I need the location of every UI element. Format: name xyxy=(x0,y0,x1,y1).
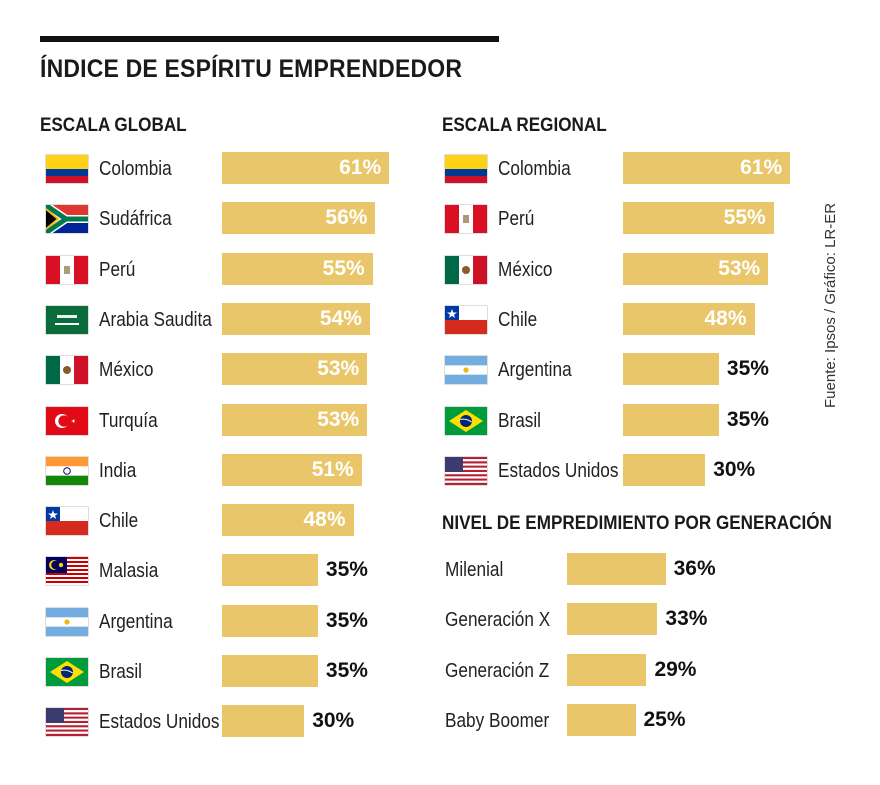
value-label: 35% xyxy=(325,608,368,632)
category-label: Baby Boomer xyxy=(445,709,550,732)
bar xyxy=(222,655,318,687)
value-label: 53% xyxy=(317,407,360,431)
value-label: 30% xyxy=(312,709,355,733)
bar xyxy=(222,705,305,738)
section-title-2: ESCALA REGIONAL xyxy=(442,115,607,136)
category-label: Milenial xyxy=(445,559,504,581)
india-flag-icon xyxy=(46,456,88,485)
bar xyxy=(567,703,636,736)
category-label: Generación Z xyxy=(445,659,550,682)
usa-flag-icon xyxy=(46,708,88,737)
argentina-flag-icon xyxy=(445,356,487,385)
value-label: 53% xyxy=(718,256,761,280)
value-label: 35% xyxy=(325,558,368,582)
bar xyxy=(222,252,373,285)
category-label: Brasil xyxy=(99,661,143,683)
value-label: 36% xyxy=(673,557,716,580)
category-label: Sudáfrica xyxy=(99,208,172,231)
turkey-flag-icon xyxy=(46,406,88,435)
category-label: Perú xyxy=(99,258,136,281)
chile-flag-icon xyxy=(445,305,487,334)
bar xyxy=(222,554,318,587)
bar xyxy=(222,152,390,184)
malaysia-flag-icon xyxy=(46,557,88,586)
value-label: 55% xyxy=(322,256,365,280)
category-label: Chile xyxy=(99,510,139,533)
peru-flag-icon xyxy=(46,255,88,284)
value-label: 61% xyxy=(339,156,382,179)
top-rule xyxy=(40,36,499,42)
peru-flag-icon xyxy=(445,205,487,234)
section-title-1: ESCALA GLOBAL xyxy=(40,115,187,136)
category-label: Arabia Saudita xyxy=(99,308,212,331)
value-label: 61% xyxy=(740,156,783,179)
bar xyxy=(222,403,368,436)
colombia-flag-icon xyxy=(46,155,88,183)
value-label: 29% xyxy=(654,657,697,681)
value-label: 25% xyxy=(643,707,686,731)
value-label: 48% xyxy=(303,508,346,532)
bar xyxy=(222,202,376,235)
category-label: Colombia xyxy=(99,158,172,180)
value-label: 53% xyxy=(317,357,360,381)
category-label: Estados Unidos xyxy=(498,459,619,482)
value-label: 30% xyxy=(713,457,756,481)
category-label: Turquía xyxy=(99,409,158,432)
mexico-flag-icon xyxy=(445,255,487,284)
category-label: Argentina xyxy=(99,610,173,633)
chile-flag-icon xyxy=(46,507,88,536)
bar xyxy=(222,604,318,637)
usa-flag-icon xyxy=(445,456,487,485)
bar xyxy=(623,252,769,285)
bar xyxy=(623,302,755,335)
colombia-flag-icon xyxy=(445,155,487,183)
category-label: India xyxy=(99,459,137,482)
bar xyxy=(623,152,791,184)
category-label: Generación X xyxy=(445,609,551,632)
value-label: 35% xyxy=(726,357,769,381)
category-label: Colombia xyxy=(498,158,571,180)
value-label: 51% xyxy=(311,457,354,481)
brazil-flag-icon xyxy=(445,406,487,435)
category-label: Argentina xyxy=(498,359,572,382)
category-label: Estados Unidos xyxy=(99,711,220,734)
value-label: 55% xyxy=(723,206,766,230)
bar xyxy=(623,202,774,235)
bar xyxy=(623,353,719,386)
category-label: Perú xyxy=(498,208,535,231)
bar xyxy=(222,302,370,335)
bar xyxy=(623,403,719,436)
value-label: 54% xyxy=(319,306,362,330)
category-label: México xyxy=(498,258,553,281)
source-credit: Fuente: Ipsos / Gráfico: LR-ER xyxy=(822,202,839,408)
chart-title: ÍNDICE DE ESPÍRITU EMPRENDEDOR xyxy=(40,55,463,83)
mexico-flag-icon xyxy=(46,356,88,385)
bar xyxy=(567,603,658,636)
category-label: Chile xyxy=(498,308,538,331)
value-label: 33% xyxy=(665,607,708,631)
bar xyxy=(222,504,354,537)
category-label: México xyxy=(99,359,154,382)
value-label: 35% xyxy=(726,407,769,431)
bar xyxy=(222,353,368,386)
bar xyxy=(623,453,706,486)
bar xyxy=(567,553,666,585)
argentina-flag-icon xyxy=(46,607,88,636)
saudi-arabia-flag-icon xyxy=(46,305,88,334)
category-label: Malasia xyxy=(99,560,159,583)
value-label: 35% xyxy=(325,659,368,682)
value-label: 48% xyxy=(704,306,747,330)
category-label: Brasil xyxy=(498,409,542,432)
bar xyxy=(222,453,362,486)
section-title-3: NIVEL DE EMPREDIMIENTO POR GENERACIÓN xyxy=(442,513,832,534)
value-label: 56% xyxy=(325,206,368,230)
south-africa-flag-icon xyxy=(46,205,88,234)
bar xyxy=(567,653,647,686)
brazil-flag-icon xyxy=(46,658,88,686)
